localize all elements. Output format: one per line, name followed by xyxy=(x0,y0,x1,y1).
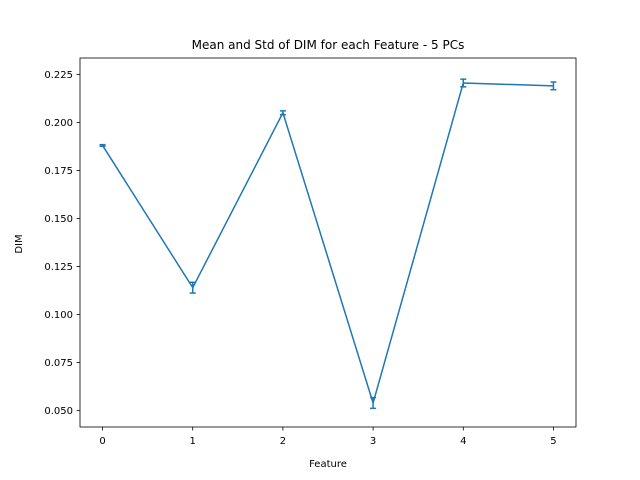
x-tick-label: 5 xyxy=(550,436,556,447)
error-bar xyxy=(370,396,377,410)
plot-area: 0 1 2 3 4 5 0.050 0.075 0.100 0.125 0.150 0.175 0.20… xyxy=(44,57,577,447)
x-tick-label: 2 xyxy=(280,436,286,447)
series-line xyxy=(101,82,554,404)
error-bar xyxy=(189,281,196,294)
chart-title: Mean and Std of DIM for each Feature - 5… xyxy=(192,38,465,52)
error-bar xyxy=(99,143,106,147)
y-tick-label: 0.050 xyxy=(44,406,73,417)
error-bar xyxy=(460,78,467,88)
y-tick-label: 0.075 xyxy=(44,358,73,369)
error-bar xyxy=(279,110,286,116)
y-tick-label: 0.150 xyxy=(44,214,73,225)
x-tick-label: 1 xyxy=(190,436,196,447)
y-tick-label: 0.100 xyxy=(44,310,73,321)
y-tick-label: 0.200 xyxy=(44,118,73,129)
x-axis-label: Feature xyxy=(309,459,347,470)
y-axis-label: DIM xyxy=(14,234,25,253)
y-tick-label: 0.225 xyxy=(44,70,73,81)
x-tick-label: 0 xyxy=(99,436,105,447)
y-tick-label: 0.125 xyxy=(44,262,73,273)
plot-frame xyxy=(79,57,577,428)
y-tick-label: 0.175 xyxy=(44,166,73,177)
error-bar xyxy=(550,81,557,91)
x-tick-label: 4 xyxy=(460,436,466,447)
x-tick-label: 3 xyxy=(370,436,376,447)
